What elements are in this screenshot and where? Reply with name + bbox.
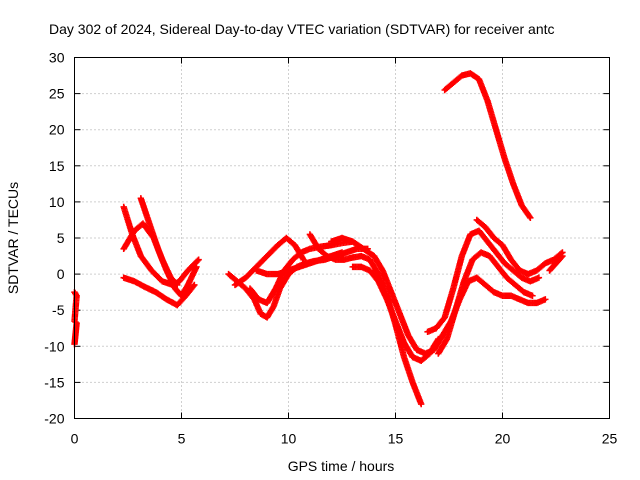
data-point (195, 256, 202, 263)
data-point (193, 263, 200, 271)
x-tick-label: 20 (495, 431, 511, 447)
data-point (529, 292, 536, 299)
y-tick-label: 5 (57, 230, 65, 246)
chart-title: Day 302 of 2024, Sidereal Day-to-day VTE… (49, 21, 555, 37)
x-tick-label: 25 (602, 431, 618, 447)
grid-lines (74, 57, 610, 419)
data-point (191, 281, 198, 289)
y-tick-label: 20 (49, 122, 65, 138)
x-axis-title: GPS time / hours (288, 458, 395, 474)
x-tick-label: 10 (281, 431, 297, 447)
y-axis-title: SDTVAR / TECUs (5, 182, 21, 294)
data-point (300, 256, 307, 263)
data-point (173, 280, 180, 288)
y-tick-label: 25 (49, 86, 65, 102)
data-point (174, 281, 181, 289)
y-tick-label: -5 (52, 302, 65, 318)
data-point (535, 274, 543, 281)
plot-frame (74, 57, 610, 419)
y-tick-label: -15 (44, 374, 64, 390)
y-tick-label: 15 (49, 158, 65, 174)
data-point (190, 282, 197, 290)
data-point (338, 249, 346, 256)
x-tick-label: 15 (388, 431, 404, 447)
y-tick-label: 0 (57, 266, 65, 282)
y-tick-label: -10 (44, 338, 64, 354)
data-point (527, 214, 534, 221)
data-point (542, 296, 549, 303)
y-tick-label: 30 (49, 50, 65, 66)
data-point (194, 257, 201, 264)
data-point (526, 213, 533, 220)
axis-ticks: -20 -15 -10 -5 0 5 10 15 20 25 30 0 5 10 15 20 25 (44, 50, 617, 447)
data-points (71, 70, 566, 408)
y-tick-label: 10 (49, 194, 65, 210)
y-tick-label: -20 (44, 411, 64, 427)
x-tick-label: 0 (71, 431, 79, 447)
x-tick-label: 5 (178, 431, 186, 447)
data-point (559, 252, 566, 260)
data-point (417, 400, 425, 408)
data-point (558, 253, 565, 261)
